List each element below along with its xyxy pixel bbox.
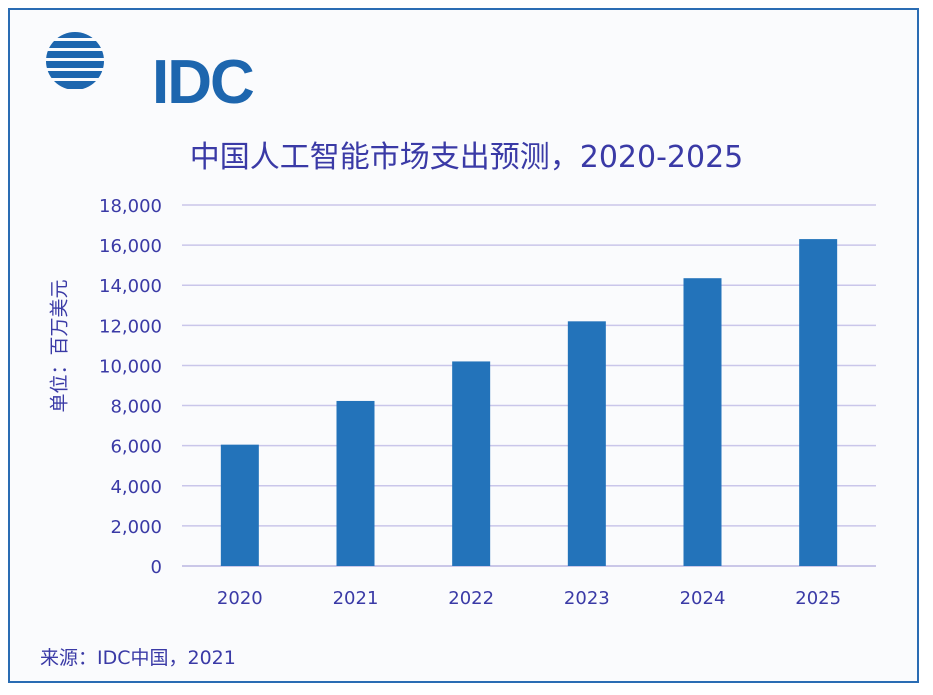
chart-frame xyxy=(8,8,919,683)
logo-text: IDC xyxy=(152,48,255,117)
bar-2022 xyxy=(452,361,491,566)
x-tick-label: 2025 xyxy=(795,588,841,609)
x-tick-label: 2023 xyxy=(564,588,610,609)
y-tick-label: 18,000 xyxy=(99,196,162,217)
chart-title: 中国人工智能市场支出预测，2020-2025 xyxy=(189,140,744,175)
y-tick-label: 2,000 xyxy=(110,517,162,538)
source-note: 来源：IDC中国，2021 xyxy=(40,647,236,669)
bar-2023 xyxy=(567,321,606,566)
y-tick-label: 16,000 xyxy=(99,236,162,257)
x-tick-label: 2022 xyxy=(448,588,494,609)
y-tick-label: 8,000 xyxy=(110,397,162,418)
bar-2024 xyxy=(683,278,722,566)
x-tick-label: 2021 xyxy=(333,588,379,609)
x-tick-label: 2020 xyxy=(217,588,263,609)
bar-2021 xyxy=(336,400,375,566)
y-tick-label: 14,000 xyxy=(99,276,162,297)
y-tick-label: 10,000 xyxy=(99,356,162,377)
y-tick-label: 4,000 xyxy=(110,477,162,498)
y-tick-label: 12,000 xyxy=(99,316,162,337)
bar-2020 xyxy=(220,444,259,566)
y-tick-label: 0 xyxy=(151,557,162,578)
idc-globe-icon xyxy=(46,32,104,89)
x-tick-label: 2024 xyxy=(680,588,726,609)
idc-logo: IDC xyxy=(44,30,255,114)
y-tick-label: 6,000 xyxy=(110,437,162,458)
bar-2025 xyxy=(799,239,838,566)
